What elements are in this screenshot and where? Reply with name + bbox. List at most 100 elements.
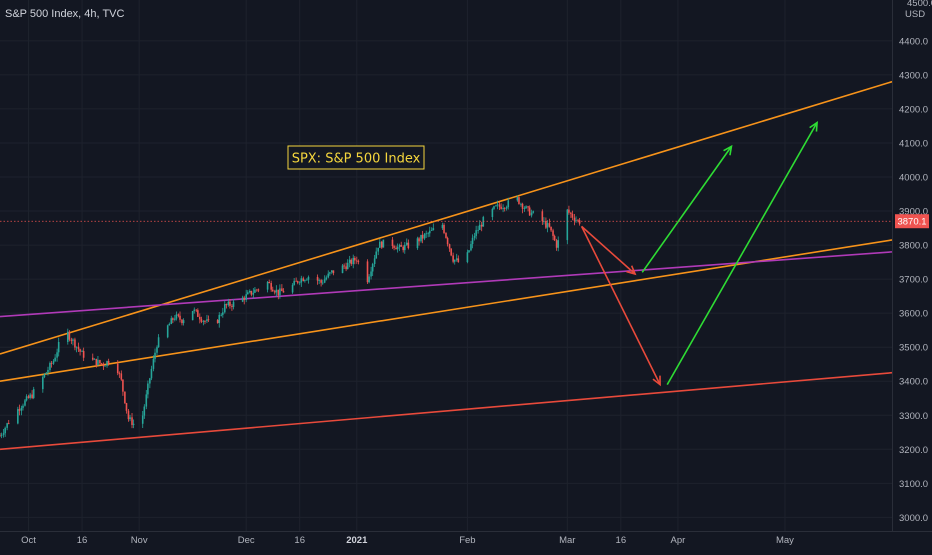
lower-channel[interactable] bbox=[0, 239, 893, 383]
annotation-box[interactable] bbox=[287, 145, 425, 170]
candle-body bbox=[225, 304, 228, 306]
candle-body bbox=[104, 365, 106, 367]
candle-body bbox=[450, 248, 452, 256]
candle-body bbox=[416, 238, 419, 249]
candle-body bbox=[357, 261, 360, 262]
magenta-line[interactable] bbox=[0, 251, 893, 318]
candle-body bbox=[0, 435, 1, 437]
support-line[interactable] bbox=[0, 371, 893, 451]
x-tick-label: May bbox=[776, 535, 794, 546]
green-arrow-short[interactable] bbox=[641, 144, 733, 273]
candle-body bbox=[207, 319, 210, 321]
candle-body bbox=[68, 331, 71, 340]
candle-body bbox=[246, 292, 249, 295]
time-axis[interactable]: Oct 16 Nov Dec 16 2021 Feb Mar 16 Apr May bbox=[21, 535, 794, 546]
candle-body bbox=[25, 396, 28, 401]
candle-body bbox=[552, 230, 554, 236]
candle-body bbox=[271, 289, 274, 292]
x-tick-label: Apr bbox=[671, 535, 686, 546]
candle-body bbox=[578, 220, 581, 224]
candle-body bbox=[420, 234, 422, 242]
candle-body bbox=[570, 212, 572, 214]
candle-body bbox=[106, 361, 108, 366]
grid bbox=[0, 0, 892, 531]
candle-body bbox=[316, 276, 319, 281]
y-tick-label: 4300.0 bbox=[899, 70, 928, 81]
candle-body bbox=[498, 204, 501, 207]
red-arrow-short[interactable] bbox=[581, 225, 637, 276]
candle-body bbox=[4, 427, 6, 434]
candle-body bbox=[31, 394, 33, 398]
candle-body bbox=[74, 339, 76, 348]
candle-body bbox=[473, 235, 476, 238]
red-arrow-long[interactable] bbox=[580, 226, 661, 387]
candle-body bbox=[229, 301, 231, 306]
candle-body bbox=[231, 305, 233, 307]
candle-body bbox=[455, 258, 458, 260]
candle-body bbox=[557, 240, 560, 248]
candle-body bbox=[528, 207, 531, 216]
candle-body bbox=[293, 280, 295, 285]
y-tick-label: 3600.0 bbox=[899, 309, 928, 320]
x-tick-label: 16 bbox=[616, 535, 627, 546]
candle-body bbox=[191, 311, 194, 321]
candle-body bbox=[393, 245, 395, 248]
candle-body bbox=[371, 263, 374, 272]
candle-body bbox=[245, 294, 247, 300]
candle-body bbox=[307, 276, 310, 280]
candle-body bbox=[154, 352, 156, 359]
candle-body bbox=[382, 239, 385, 248]
candle-body bbox=[470, 244, 472, 251]
candle-body bbox=[428, 230, 431, 234]
candle-body bbox=[77, 346, 80, 350]
candle-body bbox=[79, 349, 81, 352]
arrows bbox=[580, 120, 818, 387]
candle-body bbox=[22, 405, 24, 408]
candle-body bbox=[282, 291, 285, 293]
candle-body bbox=[120, 373, 123, 380]
price-axis[interactable]: 3000.0 3100.0 3200.0 3300.0 3400.0 3500.0 3600… bbox=[899, 36, 928, 524]
candle-body bbox=[56, 352, 58, 358]
candle-body bbox=[107, 361, 110, 364]
upper-channel[interactable] bbox=[0, 80, 893, 355]
candle-body bbox=[332, 270, 335, 274]
candles bbox=[0, 195, 581, 439]
candle-body bbox=[548, 223, 551, 227]
candle-body bbox=[377, 247, 380, 252]
y-tick-label: 3500.0 bbox=[899, 343, 928, 354]
candle-body bbox=[345, 266, 347, 270]
candle-body bbox=[432, 228, 435, 231]
candle-body bbox=[530, 212, 533, 216]
candle-body bbox=[368, 276, 370, 283]
candle-body bbox=[95, 358, 98, 366]
candle-body bbox=[405, 242, 408, 245]
candle-body bbox=[175, 314, 178, 319]
candle-body bbox=[45, 372, 48, 374]
candle-body bbox=[147, 383, 149, 395]
candle-body bbox=[348, 259, 351, 263]
candle-body bbox=[520, 203, 522, 205]
y-tick-label: 3200.0 bbox=[899, 445, 928, 456]
candle-body bbox=[304, 280, 306, 282]
candle-body bbox=[350, 259, 353, 265]
candle-body bbox=[296, 281, 299, 283]
candle-body bbox=[97, 360, 99, 366]
candle-body bbox=[575, 220, 577, 222]
candle-body bbox=[223, 304, 226, 313]
green-arrow-long[interactable] bbox=[666, 120, 818, 386]
candle-body bbox=[525, 206, 527, 209]
candle-body bbox=[366, 261, 369, 283]
y-tick-label: 4200.0 bbox=[899, 104, 928, 115]
candle-body bbox=[17, 409, 19, 424]
candle-body bbox=[505, 207, 508, 209]
candle-body bbox=[496, 204, 499, 206]
candle-body bbox=[379, 241, 381, 248]
candle-body bbox=[441, 224, 444, 229]
candle-body bbox=[300, 278, 303, 283]
y-tick-label: 4100.0 bbox=[899, 138, 928, 149]
trendlines bbox=[0, 80, 893, 451]
candle-body bbox=[395, 247, 397, 250]
